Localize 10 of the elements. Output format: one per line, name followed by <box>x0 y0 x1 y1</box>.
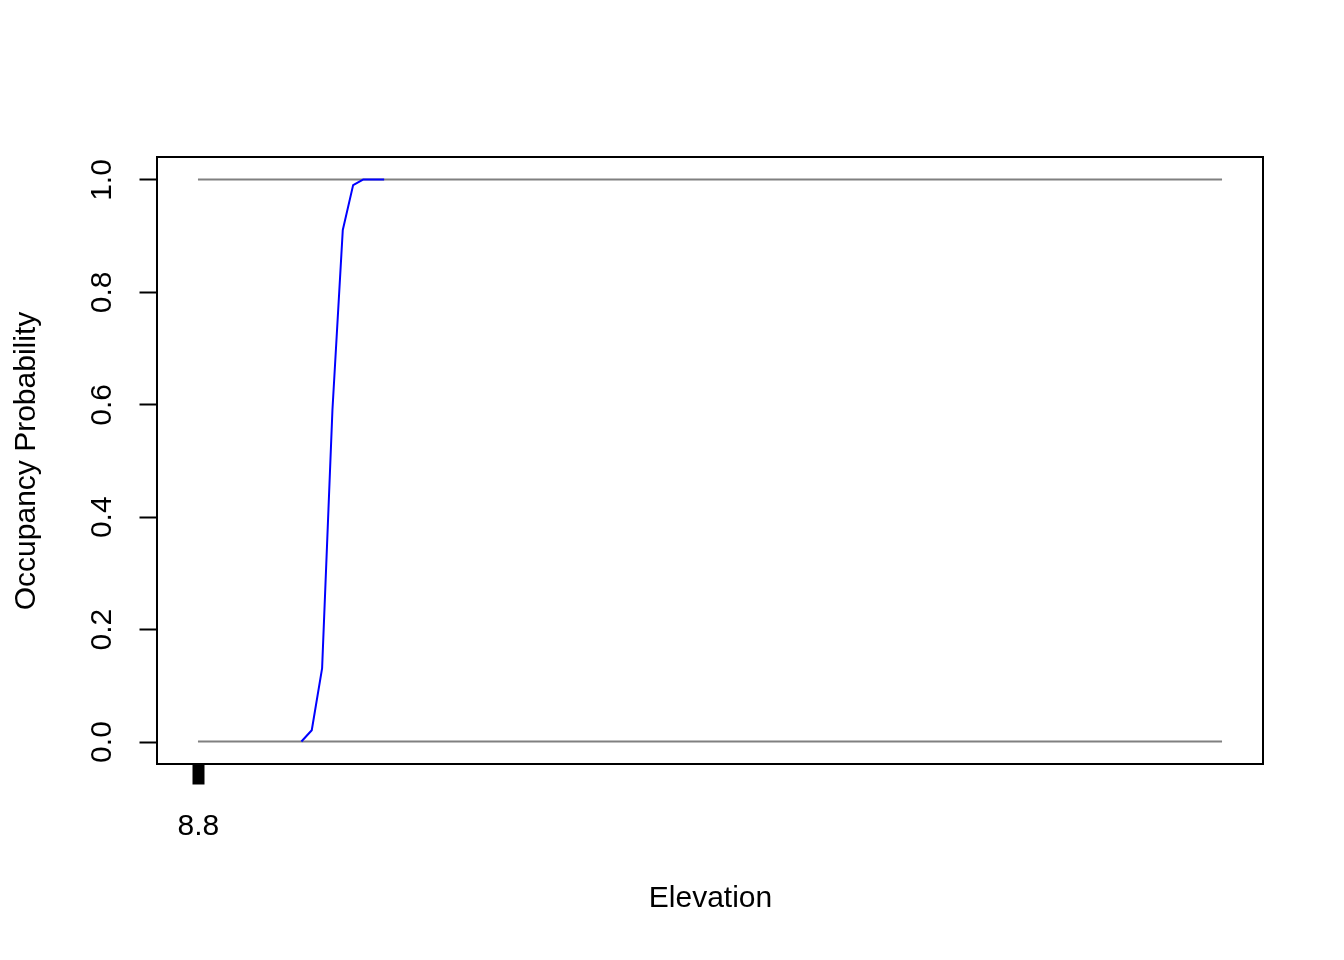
line-series <box>300 178 386 743</box>
x-axis-title: Elevation <box>648 879 773 913</box>
y-tick-label: 1.0 <box>83 159 117 201</box>
y-tick-label: 0.6 <box>83 383 117 426</box>
x-tick-label: 8.8 <box>177 807 220 841</box>
y-tick-label: 0.4 <box>83 496 117 539</box>
y-tick-label: 0.0 <box>83 721 117 763</box>
y-tick-label: 0.2 <box>83 608 117 651</box>
y-axis-title: Occupancy Probability <box>7 311 41 611</box>
y-tick-label: 0.8 <box>83 271 117 314</box>
